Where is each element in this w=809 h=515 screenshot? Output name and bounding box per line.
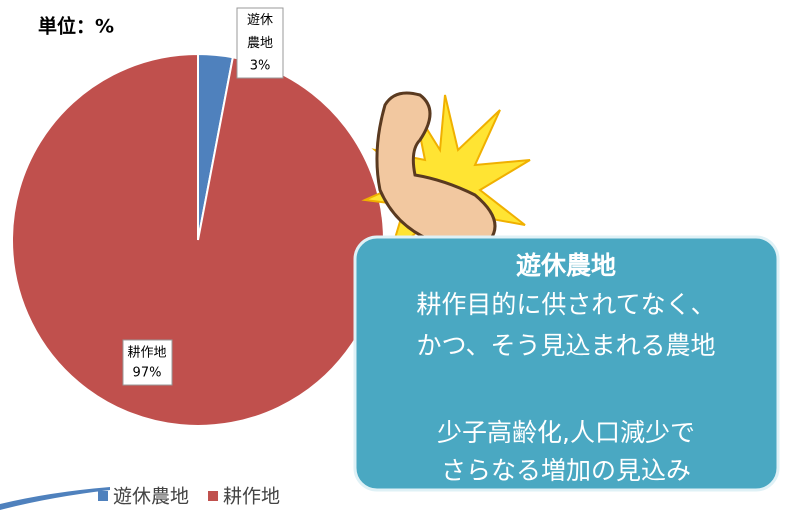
pie: 遊休農地 3% 耕作地 97% <box>11 7 385 427</box>
data-label-name: 遊休農地 <box>247 13 273 51</box>
callout-title: 遊休農地 <box>516 251 616 280</box>
data-label-line: 農地 <box>247 36 273 51</box>
data-label-box <box>122 339 173 386</box>
data-label-value: 3% <box>250 59 271 74</box>
callout-box <box>353 235 780 492</box>
pie-slice <box>11 52 385 427</box>
callout-text: さらなる増加の見込み <box>441 456 691 485</box>
callout-text: かつ、そう見込まれる農地 <box>416 331 715 360</box>
unit-label: 単位：% <box>38 15 114 38</box>
decor-swoosh <box>0 487 110 510</box>
legend: 遊休農地 耕作地 <box>98 486 280 508</box>
legend-swatch <box>98 491 108 501</box>
callout-text: 少子高齢化,人口減少で <box>437 418 695 447</box>
data-label-box <box>236 7 284 79</box>
data-label-value: 97% <box>133 366 162 381</box>
data-label-name: 耕作地 <box>127 345 166 361</box>
legend-label: 耕作地 <box>223 486 280 508</box>
legend-label: 遊休農地 <box>113 486 189 508</box>
callout-text: 耕作目的に供されてなく、 <box>416 290 715 319</box>
callout: 遊休農地 耕作目的に供されてなく、 かつ、そう見込まれる農地 少子高齢化,人口減… <box>416 251 715 485</box>
legend-swatch <box>208 491 219 501</box>
data-label-line: 遊休 <box>247 13 273 28</box>
